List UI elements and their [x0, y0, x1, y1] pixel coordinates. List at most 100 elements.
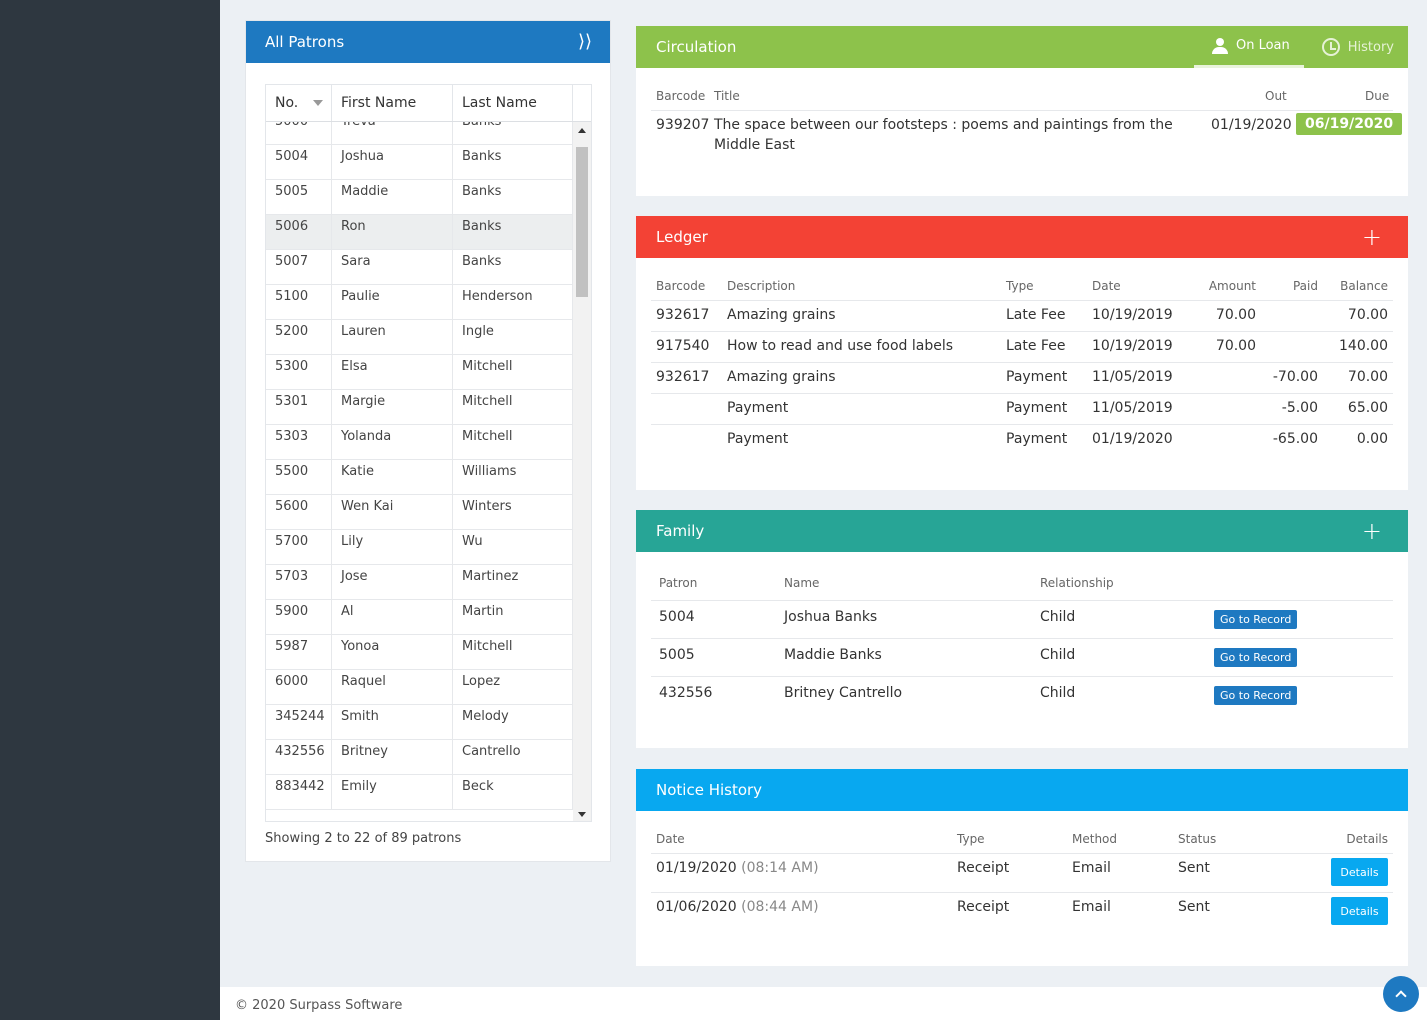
- ledger-amount: 70.00: [1215, 338, 1256, 354]
- patron-first-name: Yonoa: [332, 635, 453, 669]
- family-header-relationship: Relationship: [1040, 576, 1114, 590]
- table-row[interactable]: 5200 Lauren Ingle: [266, 320, 573, 355]
- patron-no: 5004: [266, 145, 332, 179]
- patron-last-name: Banks: [453, 215, 573, 249]
- chevron-double-right-icon[interactable]: ⟩⟩: [577, 31, 592, 52]
- table-row[interactable]: 5100 Paulie Henderson: [266, 285, 573, 320]
- patron-last-name: Martin: [453, 600, 573, 634]
- patron-no: 5600: [266, 495, 332, 529]
- patrons-scrollbar[interactable]: [573, 122, 591, 821]
- ledger-header-paid: Paid: [1292, 279, 1318, 293]
- sidebar: [0, 0, 220, 1020]
- table-row[interactable]: 5006 Ron Banks: [266, 215, 573, 250]
- patron-last-name: Mitchell: [453, 355, 573, 389]
- patron-first-name: Treva: [332, 122, 453, 144]
- patrons-panel-header: All Patrons ⟩⟩: [246, 21, 610, 63]
- ledger-balance: 70.00: [1347, 369, 1388, 385]
- column-header-last-name[interactable]: Last Name: [453, 85, 573, 121]
- chevron-up-icon: [1395, 990, 1407, 1002]
- divider: [651, 110, 1393, 111]
- details-button[interactable]: Details: [1331, 858, 1388, 886]
- divider: [651, 638, 1393, 639]
- scrollbar-thumb[interactable]: [576, 147, 588, 297]
- table-row[interactable]: 5987 Yonoa Mitchell: [266, 635, 573, 670]
- notice-status: Sent: [1178, 899, 1210, 915]
- ledger-title: Ledger: [656, 228, 708, 246]
- ledger-type: Late Fee: [1006, 338, 1066, 354]
- patron-first-name: Yolanda: [332, 425, 453, 459]
- notice-header-date: Date: [656, 832, 685, 846]
- notice-type: Receipt: [957, 860, 1010, 876]
- circ-item-due-badge: 06/19/2020: [1296, 113, 1403, 135]
- tab-on-loan-label: On Loan: [1235, 38, 1290, 53]
- plus-icon[interactable]: +: [1361, 223, 1382, 251]
- patron-no: 5300: [266, 355, 332, 389]
- go-to-record-button[interactable]: Go to Record: [1214, 610, 1298, 629]
- table-row[interactable]: 5005 Maddie Banks: [266, 180, 573, 215]
- table-row[interactable]: 5703 Jose Martinez: [266, 565, 573, 600]
- circ-item-title[interactable]: The space between our footsteps : poems …: [714, 117, 1173, 133]
- tab-on-loan[interactable]: On Loan: [1193, 26, 1304, 68]
- table-row[interactable]: 883442 Emily Beck: [266, 775, 573, 810]
- patron-no: 5007: [266, 250, 332, 284]
- patron-last-name: Mitchell: [453, 635, 573, 669]
- ledger-description: Payment: [727, 400, 789, 416]
- plus-icon[interactable]: +: [1361, 517, 1382, 545]
- ledger-header-type: Type: [1006, 279, 1034, 293]
- family-header: Family +: [636, 510, 1408, 552]
- scroll-up-icon[interactable]: [578, 128, 586, 133]
- notice-header-type: Type: [957, 832, 985, 846]
- table-row[interactable]: 5500 Katie Williams: [266, 460, 573, 495]
- footer-copyright: © 2020 Surpass Software: [235, 998, 403, 1013]
- table-row[interactable]: 5300 Elsa Mitchell: [266, 355, 573, 390]
- ledger-description: Amazing grains: [727, 307, 836, 323]
- patron-first-name: Smith: [332, 705, 453, 739]
- ledger-date: 10/19/2019: [1092, 307, 1173, 323]
- details-button[interactable]: Details: [1331, 897, 1388, 925]
- patron-no: 5006: [266, 215, 332, 249]
- notice-date: 01/06/2020 (08:44 AM): [656, 899, 819, 915]
- divider: [651, 853, 1393, 854]
- patron-no: 5000: [266, 122, 332, 144]
- ledger-description: Payment: [727, 431, 789, 447]
- circ-item-title-cont[interactable]: Middle East: [714, 137, 795, 153]
- table-row[interactable]: 5301 Margie Mitchell: [266, 390, 573, 425]
- notice-panel: Notice History Date Type Method Status Detai…: [636, 769, 1408, 966]
- go-to-record-button[interactable]: Go to Record: [1214, 686, 1298, 705]
- circ-item-barcode: 939207: [656, 117, 710, 133]
- ledger-barcode: 932617: [656, 369, 710, 385]
- table-row[interactable]: 345244 Smith Melody: [266, 705, 573, 740]
- table-row[interactable]: 6000 Raquel Lopez: [266, 670, 573, 705]
- ledger-header-balance: Balance: [1340, 279, 1388, 293]
- patron-last-name: Martinez: [453, 565, 573, 599]
- patrons-table-body: 5000TrevaBanks5004JoshuaBanks5005MaddieB…: [266, 122, 573, 821]
- notice-date-value: 01/06/2020: [656, 899, 737, 915]
- notice-date: 01/19/2020 (08:14 AM): [656, 860, 819, 876]
- ledger-balance: 0.00: [1356, 431, 1388, 447]
- column-header-first-name[interactable]: First Name: [332, 85, 453, 121]
- table-row[interactable]: 5007 Sara Banks: [266, 250, 573, 285]
- patrons-panel-title: All Patrons: [265, 33, 345, 51]
- table-row[interactable]: 5000TrevaBanks: [266, 122, 573, 145]
- table-row[interactable]: 432556 Britney Cantrello: [266, 740, 573, 775]
- column-header-no[interactable]: No.: [266, 85, 332, 121]
- tab-history-label: History: [1347, 39, 1394, 55]
- table-row[interactable]: 5700 Lily Wu: [266, 530, 573, 565]
- scroll-down-icon[interactable]: [578, 812, 586, 817]
- go-to-record-button[interactable]: Go to Record: [1214, 648, 1298, 667]
- table-row[interactable]: 5600 Wen Kai Winters: [266, 495, 573, 530]
- table-row[interactable]: 5303 Yolanda Mitchell: [266, 425, 573, 460]
- table-row[interactable]: 5900 Al Martin: [266, 600, 573, 635]
- notice-header-status: Status: [1178, 832, 1217, 846]
- patron-last-name: Banks: [453, 122, 573, 144]
- divider: [651, 393, 1393, 394]
- scroll-to-top-button[interactable]: [1383, 976, 1419, 1012]
- ledger-date: 01/19/2020: [1092, 431, 1173, 447]
- ledger-description: Amazing grains: [727, 369, 836, 385]
- tab-history[interactable]: History: [1304, 26, 1408, 68]
- notice-status: Sent: [1178, 860, 1210, 876]
- patron-last-name: Williams: [453, 460, 573, 494]
- divider: [651, 892, 1393, 893]
- table-row[interactable]: 5004 Joshua Banks: [266, 145, 573, 180]
- patrons-panel: All Patrons ⟩⟩ No. First Name Last Name …: [245, 20, 611, 862]
